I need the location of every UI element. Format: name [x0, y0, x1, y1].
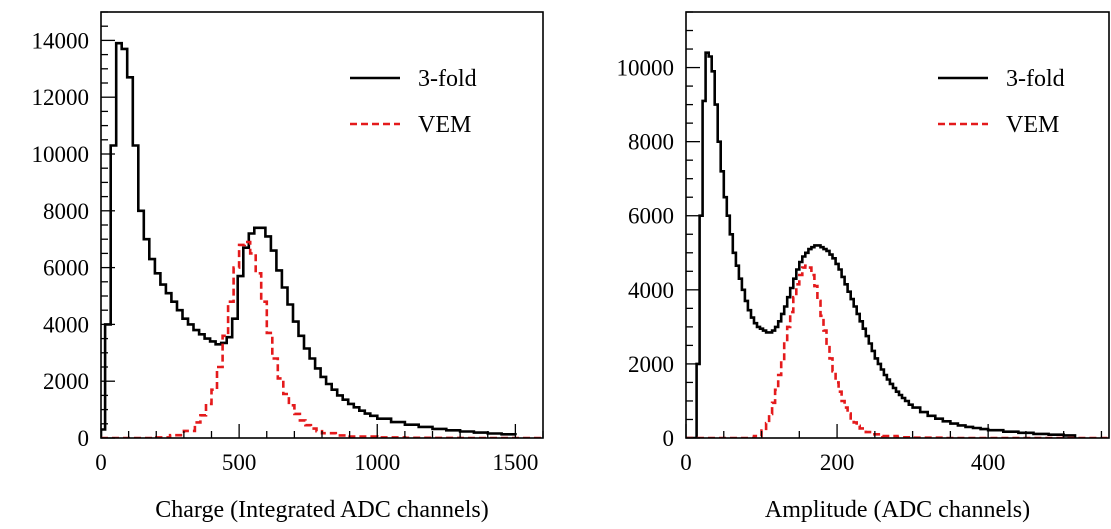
x-tick-label: 200 [820, 450, 855, 475]
series-threefold-line [686, 51, 1077, 438]
legend-label-vem: VEM [418, 112, 471, 138]
plot-frame [685, 11, 1110, 439]
y-tick-label: 4000 [628, 278, 674, 303]
x-tick-label: 500 [222, 450, 257, 475]
legend-label-vem: VEM [1006, 112, 1059, 138]
y-tick-label: 0 [663, 426, 675, 451]
x-tick-label: 1000 [354, 450, 400, 475]
series-vem-line [686, 264, 1109, 438]
x-axis-title: Charge (Integrated ADC channels) [155, 497, 488, 523]
series-vem-line [101, 240, 543, 438]
y-tick-label: 12000 [32, 85, 90, 110]
x-axis-title: Amplitude (ADC channels) [765, 497, 1030, 523]
y-tick-label: 14000 [32, 28, 90, 53]
y-tick-label: 8000 [43, 199, 89, 224]
legend-label-threefold: 3-fold [418, 66, 477, 92]
x-tick-label: 0 [680, 450, 692, 475]
x-tick-label: 1500 [492, 450, 538, 475]
y-tick-label: 0 [78, 426, 90, 451]
y-tick-label: 10000 [32, 142, 90, 167]
x-tick-label: 0 [95, 450, 107, 475]
y-tick-label: 6000 [43, 256, 89, 281]
y-tick-label: 4000 [43, 312, 89, 337]
legend: 3-fold VEM [938, 66, 1065, 138]
legend-label-threefold: 3-fold [1006, 66, 1065, 92]
plot-frame [100, 11, 544, 439]
y-tick-label: 2000 [43, 369, 89, 394]
legend: 3-fold VEM [350, 66, 477, 138]
chart-panel-left: 0 500 1000 1500 0 2000 4000 6000 8000 10000 12000 1… [32, 11, 544, 523]
series-threefold-line [101, 41, 517, 438]
y-tick-label: 10000 [617, 56, 675, 81]
y-tick-label: 8000 [628, 130, 674, 155]
y-tick-label: 6000 [628, 204, 674, 229]
y-tick-label: 2000 [628, 352, 674, 377]
x-tick-label: 400 [971, 450, 1006, 475]
